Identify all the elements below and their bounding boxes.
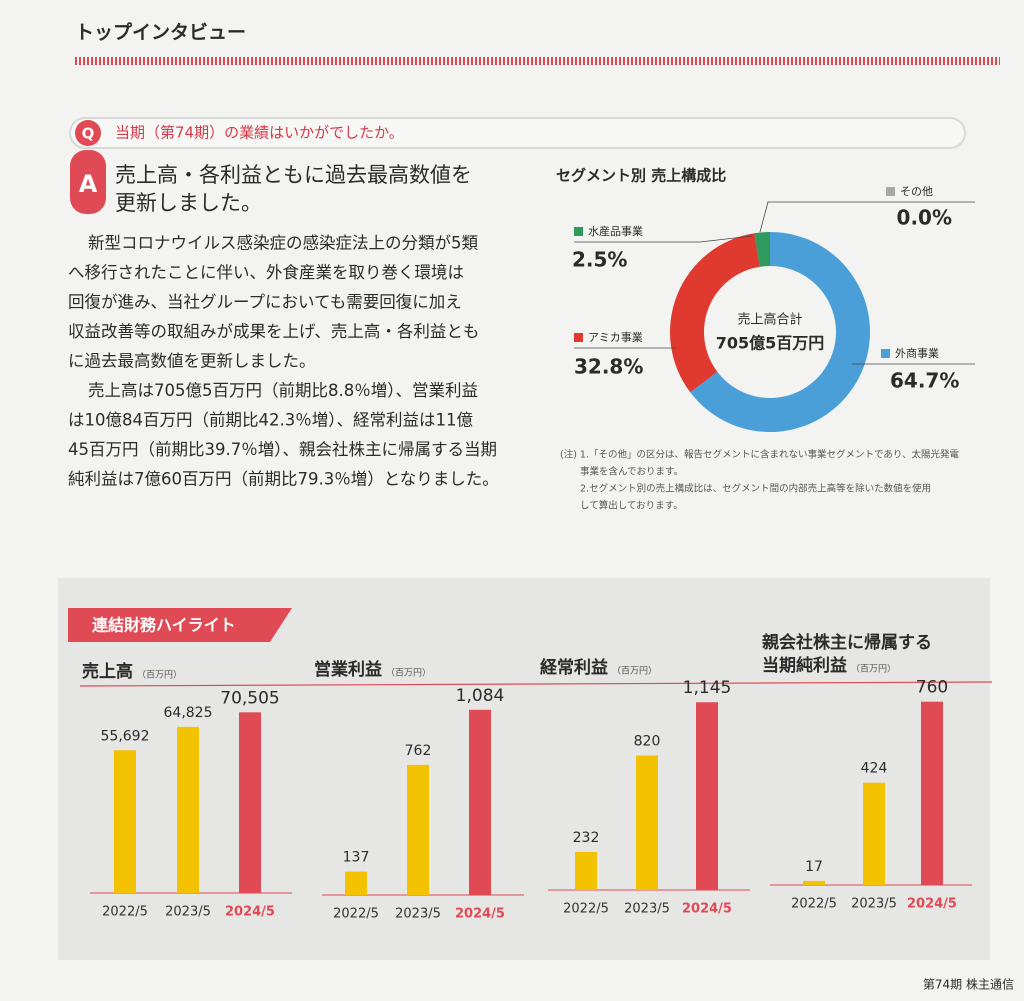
section-title: 連結財務ハイライト (92, 616, 236, 635)
leader-line (759, 201, 975, 233)
chart-title: 当期純利益 (762, 655, 847, 676)
x-tick-label: 2022/5 (333, 907, 379, 922)
value-label: 424 (861, 761, 888, 777)
center-label: 705億5百万円 (716, 334, 825, 353)
value-label: 0.0% (897, 206, 952, 230)
bar (177, 726, 199, 893)
q-icon (75, 120, 101, 146)
value-label: 32.8% (574, 355, 643, 379)
note-line: して算出しております。 (580, 500, 683, 512)
body-line: に過去最高数値を更新しました。 (68, 352, 316, 371)
x-tick-label: 2022/5 (102, 905, 148, 920)
x-tick-label: 2022/5 (563, 902, 609, 917)
value-label: 70,505 (220, 688, 279, 708)
a-letter: A (79, 170, 98, 198)
chart-title: セグメント別 売上構成比 (556, 167, 726, 185)
bar (345, 871, 367, 895)
x-tick-label: 2022/5 (791, 897, 837, 912)
note-line: 事業を含んでおります。 (580, 466, 683, 478)
body-line: 純利益は7億60百万円（前期比79.3％増）となりました。 (68, 470, 499, 489)
unit-label: （百万円） (612, 666, 657, 677)
unit-label: （百万円） (386, 668, 431, 679)
value-label: 2.5% (572, 248, 627, 272)
body-line: 回復が進み、当社グループにおいても需要回復に加え (68, 293, 462, 312)
body-line: へ移行されたことに伴い、外食産業を取り巻く環境は (68, 263, 464, 282)
value-label: 762 (405, 743, 432, 759)
bar (575, 851, 597, 890)
legend-swatch (881, 349, 890, 358)
x-tick-label: 2024/5 (225, 905, 275, 920)
legend-swatch (574, 333, 583, 342)
body-line: 収益改善等の取組みが成果を上げ、売上高・各利益とも (68, 322, 479, 341)
value-label: 137 (343, 850, 370, 866)
bar (863, 782, 885, 885)
body-line: 新型コロナウイルス感染症の感染症法上の分類が5類 (88, 234, 478, 253)
pie-slice (754, 232, 770, 267)
value-label: 232 (573, 830, 600, 846)
chart-title: 経常利益 (540, 657, 608, 678)
value-label: 64.7% (890, 369, 959, 393)
x-tick-label: 2023/5 (624, 902, 670, 917)
question-text: 当期（第74期）の業績はいかがでしたか。 (115, 124, 404, 142)
unit-label: （百万円） (851, 664, 896, 675)
leader-line (574, 235, 753, 243)
bar (696, 702, 718, 890)
body-line: 売上高は705億5百万円（前期比8.8％増）、営業利益 (88, 381, 478, 400)
body-line: 45百万円（前期比39.7％増）、親会社株主に帰属する当期 (68, 440, 497, 459)
x-tick-label: 2024/5 (682, 902, 732, 917)
q-letter: Q (82, 125, 95, 143)
value-label: 1,145 (683, 678, 732, 698)
answer-line: 更新しました。 (115, 191, 262, 215)
title-rule (79, 681, 993, 687)
bar (114, 750, 136, 893)
value-label: 760 (916, 678, 948, 698)
bar (636, 755, 658, 890)
question-bar (69, 117, 966, 149)
legend-swatch (574, 227, 583, 236)
legend-label: 水産品事業 (588, 225, 643, 238)
value-label: 17 (805, 859, 823, 875)
value-label: 1,084 (456, 686, 505, 706)
value-label: 64,825 (164, 705, 213, 721)
header-title: トップインタビュー (75, 21, 246, 44)
bar (469, 709, 491, 895)
legend-label: アミカ事業 (588, 331, 643, 344)
x-tick-label: 2024/5 (907, 897, 957, 912)
legend-label: 外商事業 (895, 346, 939, 360)
note-line: 2.セグメント別の売上構成比は、セグメント間の内部売上高等を除いた数値を使用 (580, 483, 931, 495)
value-label: 55,692 (101, 728, 150, 744)
chart-title: 親会社株主に帰属する (762, 632, 932, 653)
note-line: (注) 1.「その他」の区分は、報告セグメントに含まれない事業セグメントであり、… (560, 449, 960, 461)
center-label: 売上高合計 (737, 312, 802, 328)
bar (803, 880, 825, 885)
chart-title: 売上高 (82, 661, 133, 682)
bar (239, 712, 261, 893)
bar (407, 764, 429, 895)
x-tick-label: 2023/5 (395, 907, 441, 922)
bar (921, 701, 943, 885)
a-icon (70, 150, 106, 214)
unit-label: （百万円） (137, 670, 182, 681)
value-label: 820 (634, 734, 661, 750)
x-tick-label: 2024/5 (455, 907, 505, 922)
pie-slice (690, 232, 870, 433)
x-tick-label: 2023/5 (165, 905, 211, 920)
footer: 第74期 株主通信 (923, 977, 1014, 992)
body-line: は10億84百万円（前期比42.3％増）、経常利益は11億 (68, 411, 473, 430)
pie-slice (669, 233, 760, 393)
x-tick-label: 2023/5 (851, 897, 897, 912)
answer-line: 売上高・各利益ともに過去最高数値を (115, 163, 472, 187)
legend-label: その他 (900, 185, 933, 198)
section-badge (68, 608, 292, 642)
legend-swatch (886, 187, 895, 196)
chart-title: 営業利益 (314, 659, 382, 680)
